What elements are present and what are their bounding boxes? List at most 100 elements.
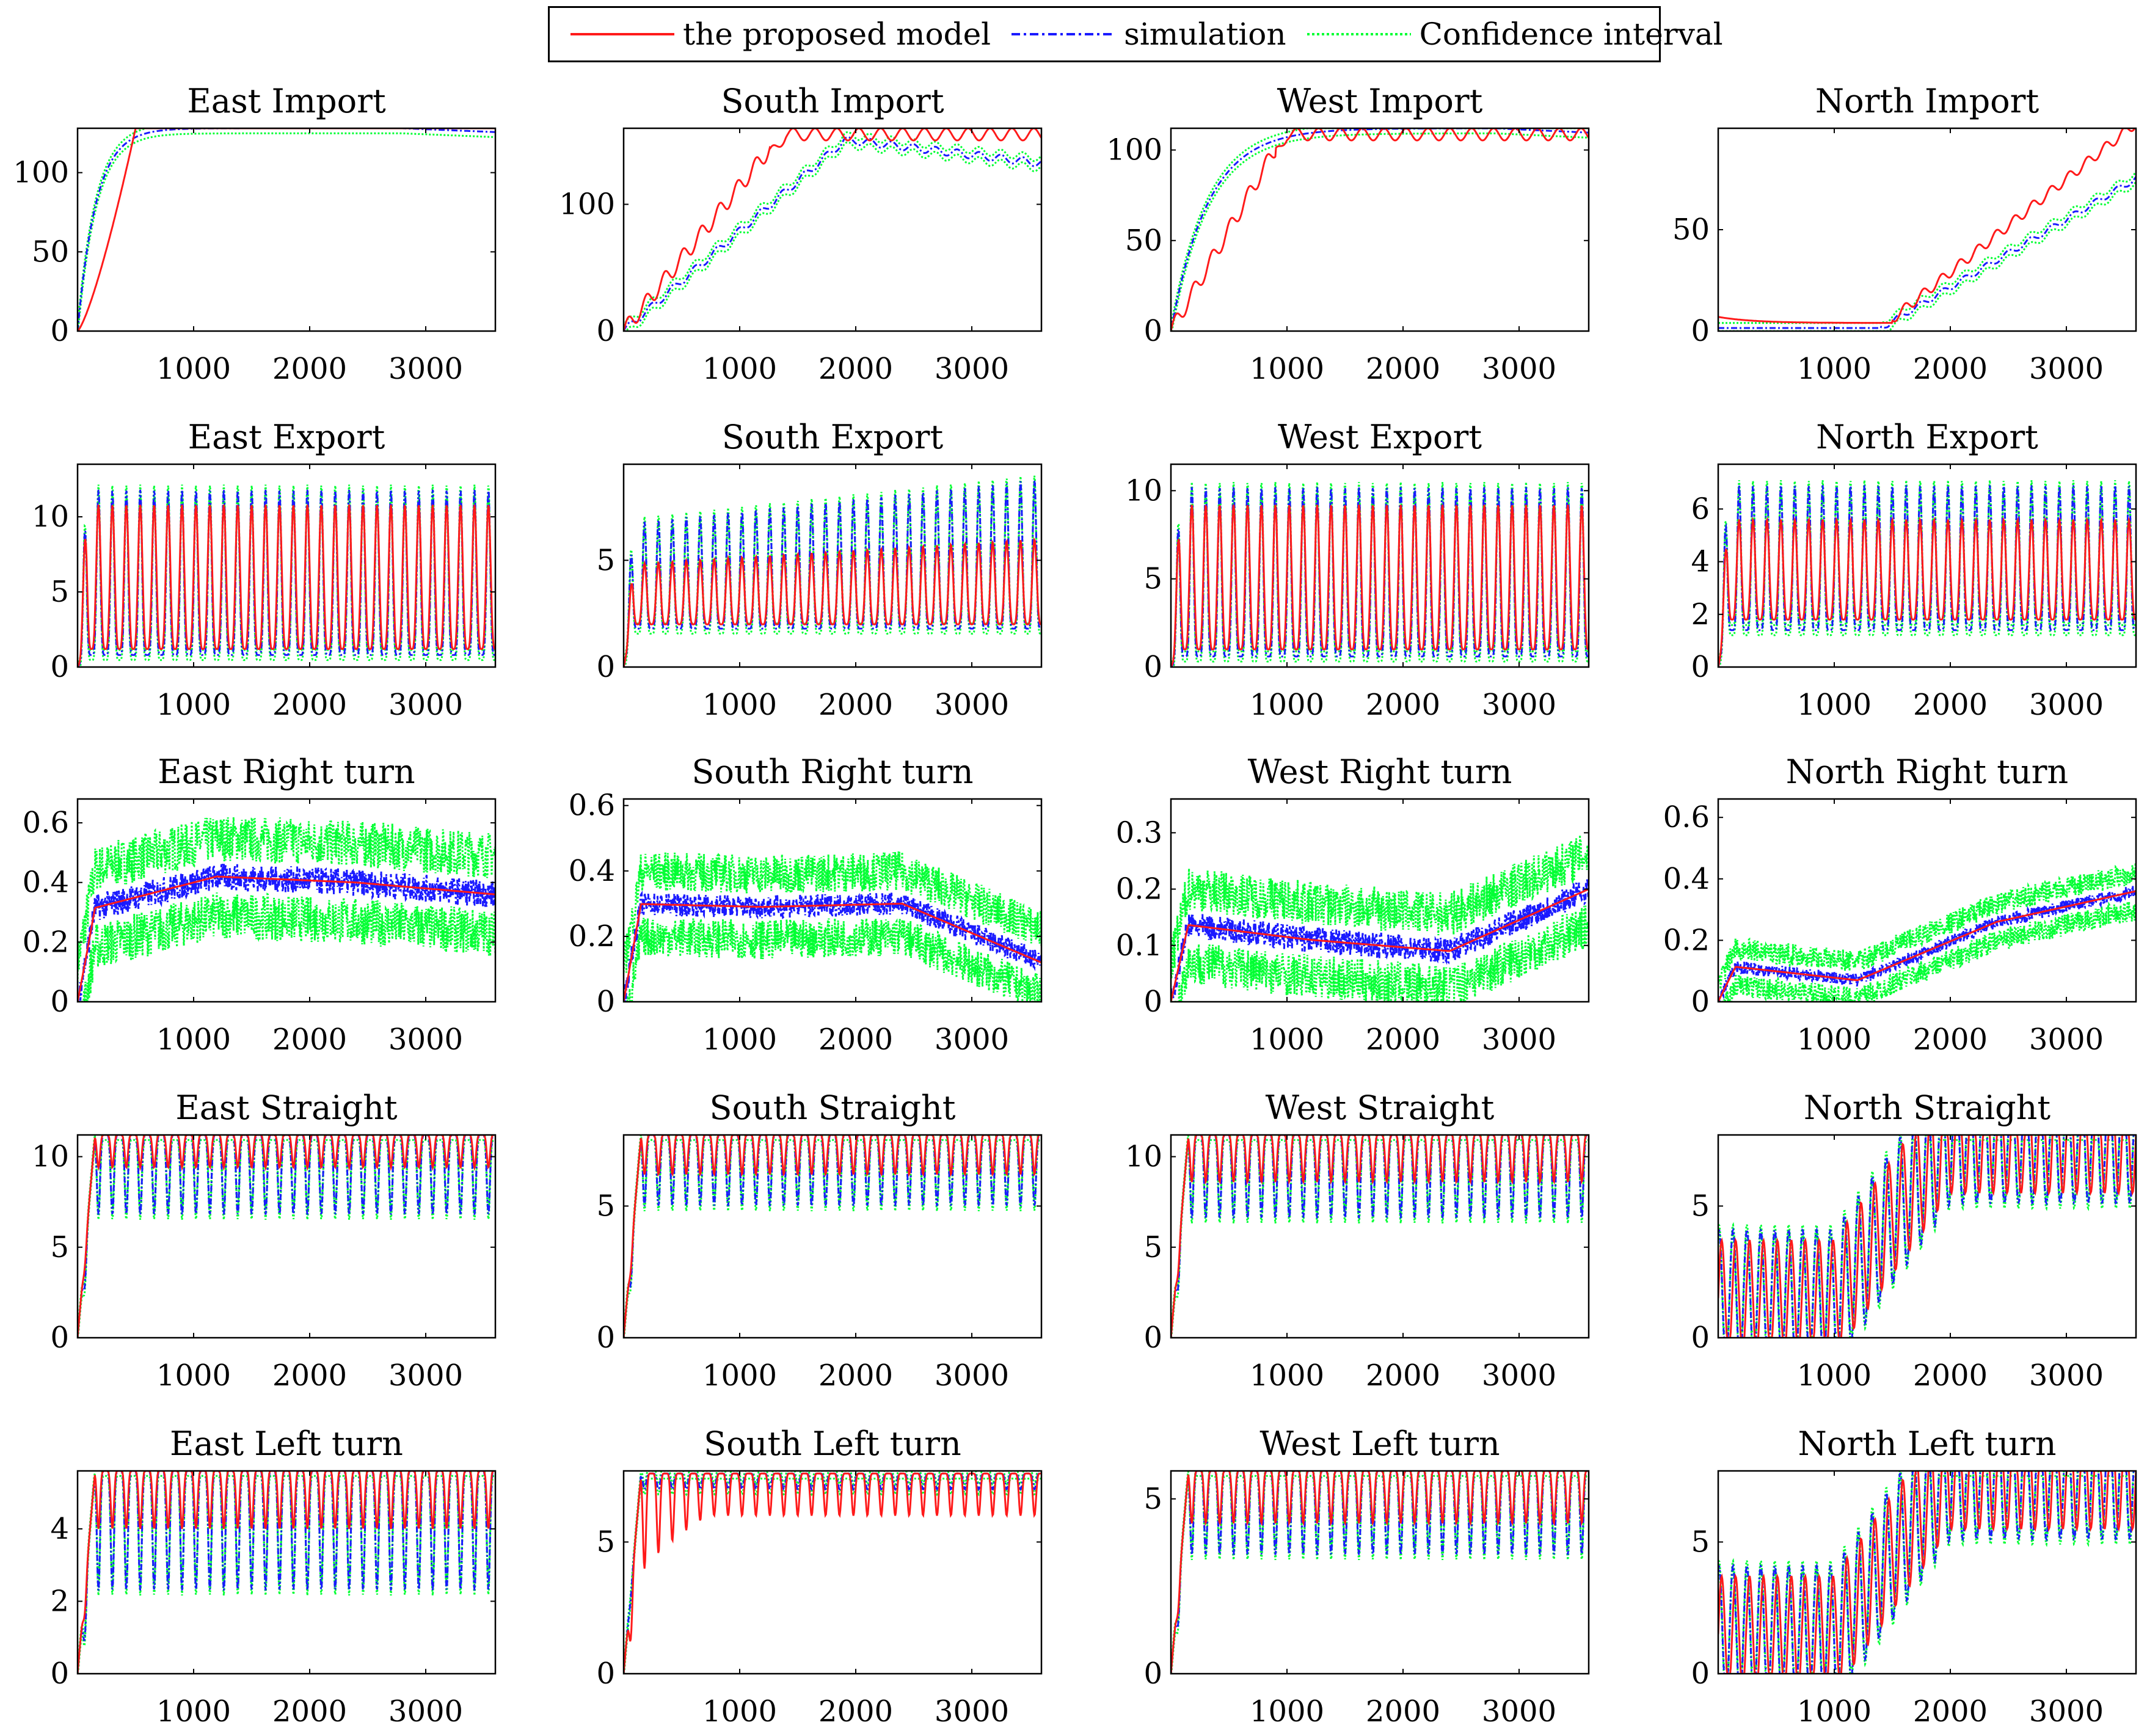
model-line xyxy=(1171,888,1589,1002)
plot-area xyxy=(624,128,1041,331)
y-tick-label: 10 xyxy=(32,500,69,534)
model-line xyxy=(624,537,1041,667)
subplot-title: North Straight xyxy=(1804,1089,2051,1127)
subplot-title: North Right turn xyxy=(1786,753,2068,791)
y-tick-label: 50 xyxy=(32,235,69,269)
axes-frame xyxy=(622,127,1043,332)
y-tick-label: 5 xyxy=(50,575,69,609)
y-tick-label: 0 xyxy=(50,985,69,1019)
x-tick-label: 2000 xyxy=(1913,1359,1988,1393)
x-tick-label: 3000 xyxy=(2029,1023,2104,1057)
y-tick-label: 0 xyxy=(1143,985,1162,1019)
y-tick-label: 5 xyxy=(1691,1189,1710,1223)
y-tick-label: 50 xyxy=(1125,224,1162,258)
plot-area xyxy=(624,1471,1041,1674)
x-tick-label: 2000 xyxy=(1366,1694,1440,1729)
plot-area xyxy=(78,484,495,667)
subplot-title: East Straight xyxy=(175,1089,398,1127)
confidence-lower-line xyxy=(1718,181,2136,331)
x-tick-label: 2000 xyxy=(818,352,893,386)
y-tick-label: 0 xyxy=(596,985,615,1019)
x-tick-label: 3000 xyxy=(2029,1694,2104,1729)
plot-area xyxy=(1171,128,1589,331)
confidence-upper-line xyxy=(1171,482,1589,663)
model-line xyxy=(78,1135,495,1338)
confidence-lower-line xyxy=(1171,132,1589,331)
confidence-upper-line xyxy=(1718,1471,2136,1670)
legend-item-simulation: simulation xyxy=(991,8,1286,60)
confidence-lower-line xyxy=(624,1478,1041,1674)
subplot-title: East Import xyxy=(187,82,386,120)
plot-area xyxy=(1171,834,1589,1002)
axes-frame xyxy=(622,798,1043,1003)
axes-frame xyxy=(76,127,497,332)
model-line xyxy=(78,505,495,667)
x-tick-label: 1000 xyxy=(1250,1359,1324,1393)
plot-area xyxy=(78,128,495,331)
axes-frame xyxy=(76,1134,497,1339)
y-tick-label: 0.2 xyxy=(569,919,615,954)
subplot-title: West Right turn xyxy=(1248,753,1512,791)
x-tick-label: 1000 xyxy=(156,1694,231,1729)
x-tick-label: 1000 xyxy=(702,352,777,386)
model-line xyxy=(1718,516,2136,667)
model-line xyxy=(78,128,495,331)
x-tick-label: 2000 xyxy=(818,1694,893,1729)
subplot-title: North Export xyxy=(1816,418,2038,456)
confidence-upper-line xyxy=(78,816,495,987)
model-line xyxy=(1718,890,2136,1002)
y-tick-label: 0.2 xyxy=(23,925,69,959)
confidence-upper-line xyxy=(1718,171,2136,324)
subplot-11: West Right turn 1000 2000 3000 0 0.1 0.2 0.3 xyxy=(1116,753,1590,1057)
x-tick-label: 3000 xyxy=(388,352,463,386)
y-tick-label: 5 xyxy=(50,1230,69,1264)
y-tick-label: 5 xyxy=(596,543,615,577)
simulation-line xyxy=(78,128,495,331)
subplot-1: East Import 1000 2000 3000 0 50 100 xyxy=(13,82,497,386)
simulation-line xyxy=(1171,1135,1589,1338)
y-tick-label: 0 xyxy=(596,1657,615,1691)
confidence-lower-line xyxy=(1171,492,1589,667)
legend-label-confidence: Confidence interval xyxy=(1419,16,1723,52)
plot-area xyxy=(78,1471,495,1674)
x-tick-label: 1000 xyxy=(1250,688,1324,722)
model-line xyxy=(1171,128,1589,331)
subplot-title: South Left turn xyxy=(704,1424,961,1463)
subplot-10: South Right turn 1000 2000 3000 0 0.2 0.4 0.6 xyxy=(569,753,1043,1057)
x-tick-label: 3000 xyxy=(2029,688,2104,722)
subplot-title: East Left turn xyxy=(170,1424,403,1463)
x-tick-label: 1000 xyxy=(1797,352,1872,386)
legend-item-model: the proposed model xyxy=(550,8,991,60)
confidence-upper-line xyxy=(1718,863,2136,990)
subplot-14: South Straight 1000 2000 3000 0 5 xyxy=(596,1089,1043,1393)
x-tick-label: 1000 xyxy=(702,1359,777,1393)
y-tick-label: 10 xyxy=(32,1140,69,1174)
x-tick-label: 1000 xyxy=(702,1694,777,1729)
confidence-upper-line xyxy=(78,128,495,326)
axes-frame xyxy=(76,798,497,1003)
axes-frame xyxy=(76,463,497,668)
confidence-lower-line xyxy=(78,132,495,331)
axes-frame xyxy=(1170,1470,1590,1675)
y-tick-label: 0 xyxy=(50,650,69,684)
plot-area xyxy=(1171,482,1589,667)
confidence-lower-line xyxy=(1171,1139,1589,1338)
x-tick-label: 1000 xyxy=(156,1359,231,1393)
model-line xyxy=(624,128,1041,331)
subplot-title: South Straight xyxy=(710,1089,956,1127)
confidence-lower-line xyxy=(78,494,495,667)
y-tick-label: 4 xyxy=(50,1512,69,1546)
x-tick-label: 3000 xyxy=(1482,688,1556,722)
x-tick-label: 2000 xyxy=(1913,1023,1988,1057)
confidence-lower-line xyxy=(78,1139,495,1338)
subplot-15: West Straight 1000 2000 3000 0 5 10 xyxy=(1125,1089,1590,1393)
subplot-title: West Straight xyxy=(1266,1089,1495,1127)
model-line xyxy=(624,1472,1041,1674)
plot-area xyxy=(624,851,1041,1002)
simulation-line xyxy=(1171,487,1589,667)
y-tick-label: 0 xyxy=(50,1321,69,1355)
legend-item-confidence: Confidence interval xyxy=(1286,8,1723,60)
y-tick-label: 0.2 xyxy=(1663,923,1710,957)
axes-frame xyxy=(1717,1470,2137,1675)
subplot-7: West Export 1000 2000 3000 0 5 10 xyxy=(1125,418,1590,722)
